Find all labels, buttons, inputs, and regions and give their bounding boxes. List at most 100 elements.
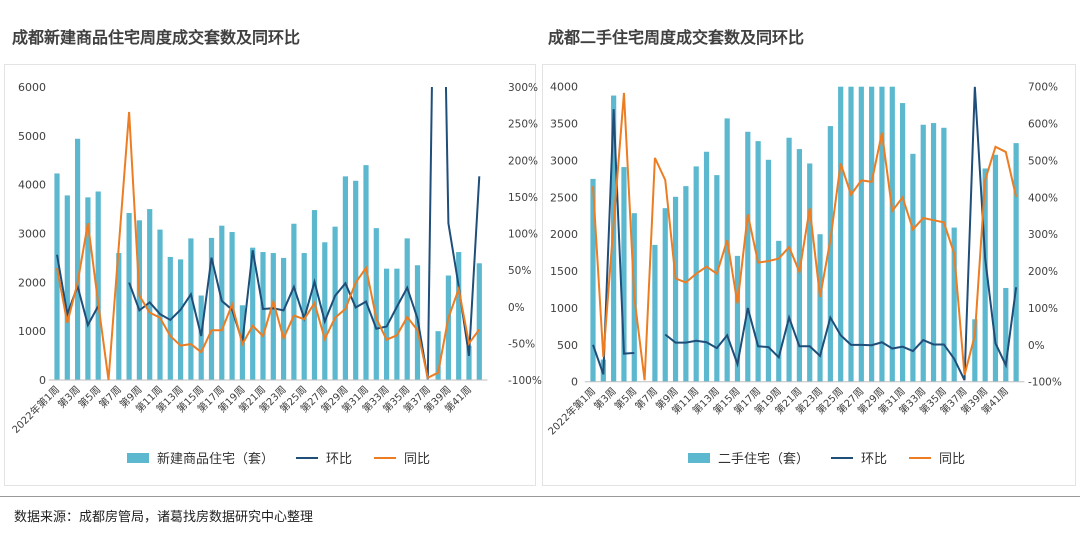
bar-week-13	[714, 175, 720, 382]
y-tick-label: 3000	[550, 154, 578, 167]
left-chart-frame	[4, 64, 536, 486]
y2-tick-label: 100%	[1028, 303, 1058, 315]
bar-week-21	[260, 252, 266, 380]
bar-week-40	[456, 252, 462, 380]
bar-week-41	[466, 345, 472, 380]
legend-mom: 环比	[296, 448, 352, 467]
bar-week-30	[889, 86, 895, 382]
y-tick-label: 1500	[550, 265, 578, 278]
series-lines	[56, 87, 481, 380]
bar-week-30	[353, 180, 359, 380]
x-tick-label: 2022年第1周	[9, 383, 62, 436]
bar-week-22	[807, 163, 813, 382]
bar-week-10	[683, 186, 689, 382]
bar-week-19	[776, 240, 782, 382]
footer-divider	[0, 496, 1080, 497]
y-tick-label: 6000	[18, 81, 46, 94]
bar-week-36	[951, 227, 957, 382]
bar-week-23	[817, 234, 823, 382]
bar-week-16	[745, 131, 751, 382]
y-tick-label: 2000	[18, 276, 46, 289]
y-tick-label: 1000	[18, 325, 46, 338]
legend-label: 同比	[939, 452, 966, 467]
bar-week-39	[982, 168, 988, 382]
bar-week-23	[281, 257, 287, 380]
resale-housing-chart: 0 500 1000 1500 2000 2500 3000 3500 4000 -100% 0% 1…	[545, 81, 1062, 438]
bar-week-20	[250, 247, 256, 380]
x-tick-label: 2022年第1周	[545, 385, 598, 438]
y-tick-label: 2000	[550, 228, 578, 241]
bar-week-15	[734, 255, 741, 382]
right-legend: 二手住宅（套） 环比 同比	[688, 448, 987, 467]
y2-tick-label: -100%	[508, 375, 542, 387]
y2-tick-label: 700%	[1028, 82, 1058, 94]
bar-week-5	[95, 191, 101, 380]
mom-swatch	[831, 456, 854, 459]
bar-week-34	[930, 123, 937, 382]
bar-week-32	[910, 153, 916, 382]
bar-week-26	[311, 210, 318, 380]
y-tick-label: 0	[571, 376, 578, 389]
y-tick-label: 1000	[550, 302, 578, 315]
bar-week-8	[662, 208, 668, 382]
bar-week-35	[404, 238, 410, 380]
bar-week-17	[219, 225, 225, 380]
legend-yoy: 同比	[374, 448, 430, 467]
y2-tick-label: 0%	[1028, 340, 1045, 352]
bar-week-24	[827, 126, 833, 382]
x-tick-label: 第7周	[632, 385, 660, 413]
bar-week-34	[394, 268, 400, 380]
legend-label: 同比	[404, 452, 431, 467]
legend-label: 二手住宅（套）	[718, 452, 810, 467]
bar-week-32	[373, 228, 379, 380]
bar-week-42	[1013, 143, 1019, 382]
bar-week-21	[796, 149, 802, 382]
y-tick-label: 500	[557, 339, 578, 352]
x-tick-label: 第3周	[55, 383, 83, 411]
bar-week-42	[476, 263, 482, 380]
y-tick-label: 5000	[18, 130, 46, 143]
y2-tick-label: 300%	[1028, 229, 1058, 241]
bar-week-14	[188, 238, 194, 380]
bar-week-28	[869, 86, 875, 382]
y-tick-label: 3000	[18, 228, 46, 241]
mom-line	[664, 86, 1018, 381]
bar-week-12	[167, 256, 173, 380]
left-legend: 新建商品住宅（套） 环比 同比	[127, 448, 452, 467]
bar-week-33	[920, 124, 926, 382]
bar-week-16	[208, 237, 215, 380]
bar-week-15	[198, 295, 204, 380]
bar-week-9	[136, 220, 142, 380]
bar-week-27	[858, 86, 864, 382]
y2-tick-label: 200%	[1028, 266, 1058, 278]
bar-week-10	[147, 209, 153, 380]
bar-week-2	[64, 195, 70, 380]
right-chart-frame	[542, 64, 1076, 486]
new-housing-chart: 0 1000 2000 3000 4000 5000 6000 -100% -50% 0% 50% 1…	[9, 81, 542, 436]
bar-week-35	[941, 127, 947, 382]
legend-label: 新建商品住宅（套）	[157, 452, 275, 467]
yoy-swatch	[374, 456, 397, 459]
right-chart-title: 成都二手住宅周度成交套数及同环比	[548, 28, 805, 47]
legend-mom: 环比	[831, 448, 887, 467]
y-tick-label: 2500	[550, 191, 578, 204]
y2-tick-label: -50%	[508, 338, 535, 350]
y2-tick-label: 100%	[508, 229, 538, 241]
x-tick-label: 第5周	[75, 383, 103, 411]
legend-label: 环比	[326, 452, 353, 467]
bar-week-20	[786, 137, 792, 382]
bar-week-29	[342, 176, 348, 380]
bar-week-29	[879, 86, 885, 382]
data-source-note: 数据来源：成都房管局，诸葛找房数据研究中心整理	[14, 510, 314, 525]
left-chart-title: 成都新建商品住宅周度成交套数及同环比	[12, 28, 301, 47]
y2-tick-label: 50%	[508, 265, 531, 277]
bar-week-39	[445, 275, 451, 380]
y2-tick-label: 500%	[1028, 155, 1058, 167]
bar-week-7	[652, 244, 658, 382]
bar-week-4	[85, 197, 91, 380]
y2-tick-label: 200%	[508, 155, 538, 167]
bar-week-8	[126, 212, 132, 380]
bar-week-13	[178, 259, 184, 380]
yoy-swatch	[909, 456, 932, 459]
y-tick-label: 4000	[18, 179, 46, 192]
